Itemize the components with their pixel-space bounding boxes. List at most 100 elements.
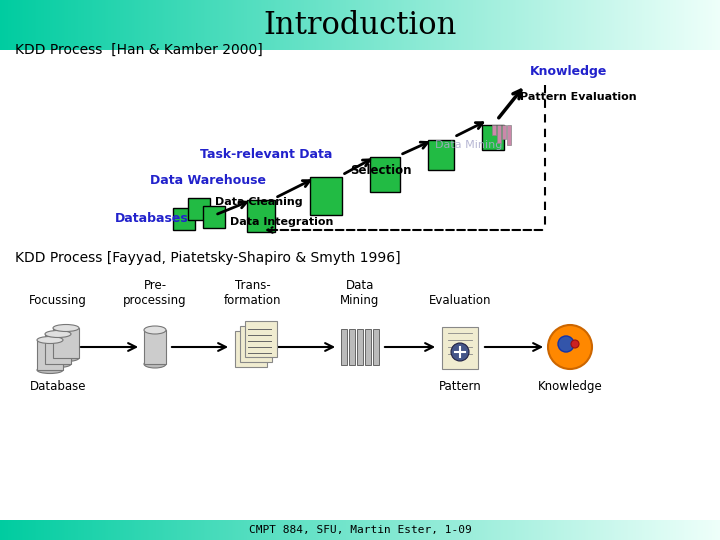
Bar	[418, 0, 419, 50]
Bar	[475, 520, 476, 540]
Bar	[664, 0, 665, 50]
Bar	[256, 520, 257, 540]
Bar	[271, 520, 272, 540]
Bar	[321, 520, 322, 540]
Bar	[197, 520, 198, 540]
Bar	[696, 0, 697, 50]
Bar	[357, 520, 358, 540]
Bar	[102, 0, 103, 50]
Bar	[570, 520, 571, 540]
Bar	[39, 0, 40, 50]
Bar	[45, 0, 46, 50]
Bar	[551, 520, 552, 540]
Bar	[584, 520, 585, 540]
Bar	[254, 0, 255, 50]
Bar	[108, 520, 109, 540]
Bar	[492, 125, 496, 135]
Bar	[439, 520, 440, 540]
Bar	[669, 520, 670, 540]
Bar	[106, 0, 107, 50]
Bar	[633, 520, 634, 540]
Bar	[164, 0, 165, 50]
Bar	[507, 520, 508, 540]
Bar	[566, 0, 567, 50]
Bar	[27, 520, 28, 540]
Bar	[418, 520, 419, 540]
Bar	[567, 0, 568, 50]
Bar	[473, 0, 474, 50]
Bar	[680, 0, 681, 50]
Bar	[529, 0, 530, 50]
Bar	[419, 520, 420, 540]
Bar	[189, 520, 190, 540]
Bar	[708, 520, 709, 540]
Bar	[564, 520, 565, 540]
Bar	[188, 520, 189, 540]
Bar	[526, 520, 527, 540]
Bar	[156, 520, 157, 540]
Bar	[662, 0, 663, 50]
Bar	[518, 520, 519, 540]
Bar	[606, 520, 607, 540]
Bar	[499, 520, 500, 540]
Bar	[513, 0, 514, 50]
Bar	[298, 520, 299, 540]
Bar	[245, 321, 277, 357]
Bar	[296, 0, 297, 50]
Bar	[469, 0, 470, 50]
Bar	[440, 0, 441, 50]
Bar	[286, 520, 287, 540]
Bar	[623, 0, 624, 50]
Bar	[159, 520, 160, 540]
Bar	[718, 0, 719, 50]
Bar	[198, 0, 199, 50]
Bar	[498, 0, 499, 50]
Bar	[492, 520, 493, 540]
Bar	[337, 0, 338, 50]
Bar	[714, 520, 715, 540]
Bar	[691, 520, 692, 540]
Bar	[549, 520, 550, 540]
Bar	[316, 0, 317, 50]
Bar	[31, 0, 32, 50]
Bar	[295, 520, 296, 540]
Bar	[404, 0, 405, 50]
Bar	[647, 520, 648, 540]
Bar	[397, 520, 398, 540]
Bar	[648, 520, 649, 540]
Bar	[234, 0, 235, 50]
Bar	[374, 0, 375, 50]
Bar	[449, 520, 450, 540]
Bar	[209, 0, 210, 50]
Bar	[577, 0, 578, 50]
Bar	[436, 520, 437, 540]
Bar	[127, 520, 128, 540]
Bar	[578, 0, 579, 50]
Bar	[23, 0, 24, 50]
Bar	[645, 520, 646, 540]
Bar	[267, 520, 268, 540]
Bar	[237, 0, 238, 50]
Bar	[238, 520, 239, 540]
Bar	[472, 0, 473, 50]
Bar	[695, 0, 696, 50]
Bar	[339, 0, 340, 50]
Bar	[563, 520, 564, 540]
Bar	[278, 0, 279, 50]
Bar	[204, 520, 205, 540]
Bar	[37, 0, 38, 50]
Bar	[354, 0, 355, 50]
Bar	[522, 520, 523, 540]
Bar	[358, 520, 359, 540]
Bar	[349, 520, 350, 540]
Bar	[423, 0, 424, 50]
Bar	[96, 0, 97, 50]
Bar	[286, 0, 287, 50]
Bar	[528, 0, 529, 50]
Bar	[437, 0, 438, 50]
Bar	[390, 520, 391, 540]
Bar	[55, 0, 56, 50]
Bar	[545, 0, 546, 50]
Bar	[678, 0, 679, 50]
Bar	[530, 0, 531, 50]
